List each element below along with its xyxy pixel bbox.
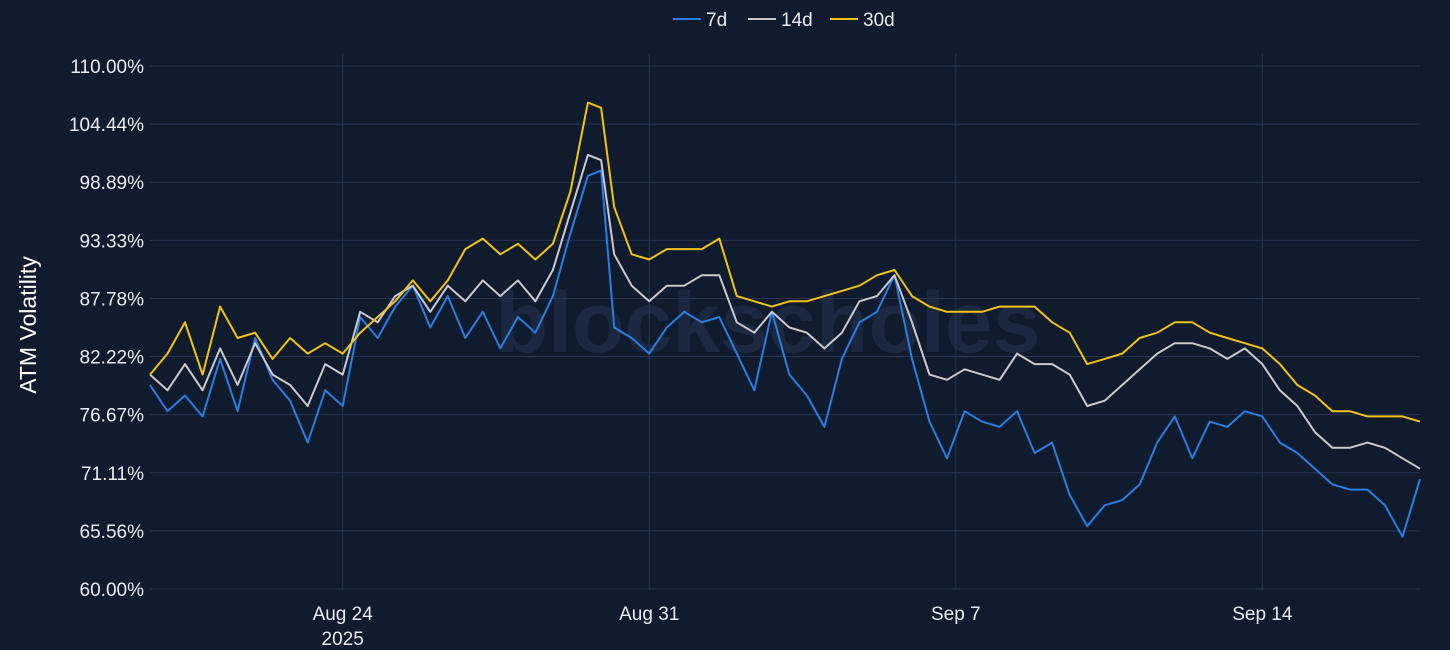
series-lines bbox=[149, 101, 1421, 538]
y-tick-label: 82.22% bbox=[80, 348, 145, 369]
legend-label-14d: 14d bbox=[781, 10, 813, 31]
y-axis: 110.00% 104.44% 98.89% 93.33% 87.78% 82.22% 76… bbox=[69, 57, 144, 601]
y-tick-label: 65.56% bbox=[80, 522, 145, 543]
y-tick-label: 104.44% bbox=[69, 115, 144, 136]
series-line-30d bbox=[149, 101, 1421, 423]
series-line-14d bbox=[149, 153, 1421, 470]
legend-label-7d: 7d bbox=[706, 10, 727, 31]
x-tick-label: Aug 31 bbox=[619, 604, 679, 625]
y-tick-label: 98.89% bbox=[80, 173, 145, 194]
x-tick-label: Sep 14 bbox=[1232, 604, 1293, 625]
legend[interactable]: 7d 14d 30d bbox=[673, 10, 895, 31]
y-tick-label: 93.33% bbox=[80, 231, 145, 252]
x-tick-label: Sep 7 bbox=[931, 604, 981, 625]
watermark: blockscholes bbox=[496, 275, 1041, 371]
grid-lines bbox=[150, 54, 1420, 590]
x-axis: Aug 24 2025 Aug 31 Sep 7 Sep 14 bbox=[313, 604, 1293, 650]
legend-label-30d: 30d bbox=[863, 10, 895, 31]
y-tick-label: 110.00% bbox=[70, 57, 144, 78]
y-tick-label: 87.78% bbox=[80, 289, 145, 310]
y-tick-label: 71.11% bbox=[81, 464, 144, 485]
y-tick-label: 76.67% bbox=[80, 406, 145, 427]
x-tick-label: Aug 24 bbox=[313, 604, 374, 625]
y-tick-label: 60.00% bbox=[80, 580, 145, 601]
y-axis-title: ATM Volatility bbox=[15, 256, 41, 394]
series-line-7d bbox=[149, 169, 1421, 538]
x-tick-sublabel: 2025 bbox=[322, 629, 364, 650]
